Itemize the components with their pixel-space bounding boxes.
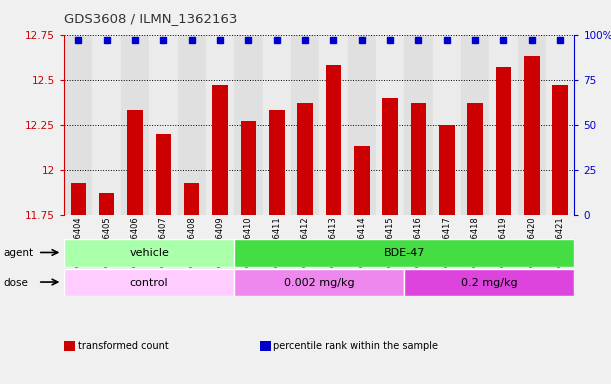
- Bar: [64, 35, 92, 215]
- Bar: [149, 35, 178, 215]
- Bar: [212, 85, 228, 215]
- Bar: [64, 269, 234, 296]
- Bar: [121, 35, 149, 215]
- Bar: [326, 65, 341, 215]
- Bar: [184, 182, 200, 215]
- Bar: [404, 35, 433, 215]
- Bar: [92, 35, 121, 215]
- Text: transformed count: transformed count: [78, 341, 169, 351]
- Bar: [70, 182, 86, 215]
- Bar: [64, 239, 234, 267]
- Bar: [263, 35, 291, 215]
- Bar: [234, 35, 263, 215]
- Bar: [269, 110, 285, 215]
- Text: 0.2 mg/kg: 0.2 mg/kg: [461, 278, 518, 288]
- Bar: [524, 56, 540, 215]
- Bar: [319, 35, 348, 215]
- Bar: [404, 269, 574, 296]
- Bar: [156, 134, 171, 215]
- Bar: [411, 103, 426, 215]
- Bar: [518, 35, 546, 215]
- Bar: [382, 98, 398, 215]
- Bar: [127, 110, 143, 215]
- Bar: [546, 35, 574, 215]
- Text: percentile rank within the sample: percentile rank within the sample: [273, 341, 438, 351]
- Bar: [552, 85, 568, 215]
- Bar: [496, 67, 511, 215]
- Bar: [489, 35, 518, 215]
- Bar: [433, 35, 461, 215]
- Bar: [99, 194, 114, 215]
- Bar: [439, 125, 455, 215]
- Text: dose: dose: [3, 278, 28, 288]
- Bar: [298, 103, 313, 215]
- Text: BDE-47: BDE-47: [384, 248, 425, 258]
- Bar: [376, 35, 404, 215]
- Bar: [461, 35, 489, 215]
- Text: control: control: [130, 278, 169, 288]
- Bar: [178, 35, 206, 215]
- Bar: [206, 35, 234, 215]
- Bar: [241, 121, 256, 215]
- Text: agent: agent: [3, 248, 33, 258]
- Bar: [234, 239, 574, 267]
- Bar: [348, 35, 376, 215]
- Bar: [234, 269, 404, 296]
- Text: vehicle: vehicle: [130, 248, 169, 258]
- Bar: [291, 35, 319, 215]
- Text: 0.002 mg/kg: 0.002 mg/kg: [284, 278, 354, 288]
- Text: GDS3608 / ILMN_1362163: GDS3608 / ILMN_1362163: [64, 12, 238, 25]
- Bar: [354, 146, 370, 215]
- Bar: [467, 103, 483, 215]
